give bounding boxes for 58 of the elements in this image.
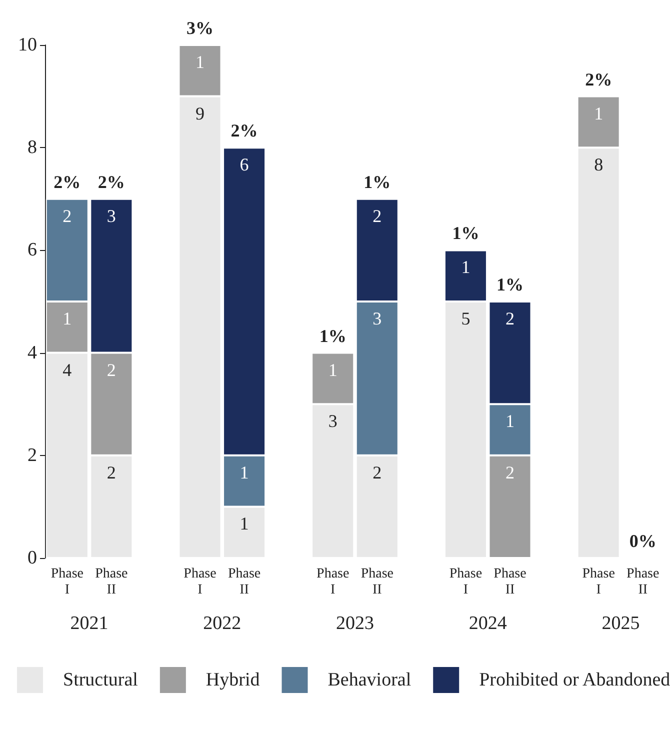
- data-label: 4: [62, 360, 72, 380]
- annotation: 0%: [629, 531, 656, 551]
- data-label: 1: [328, 360, 338, 380]
- data-label: 2: [372, 462, 382, 482]
- data-label: 3: [106, 206, 116, 226]
- data-label: 6: [240, 154, 249, 175]
- text: 2023: [336, 613, 374, 634]
- x-tick-label: Phase I: [184, 566, 216, 598]
- x-tick-label: Phase II: [95, 566, 128, 598]
- data-label: 2: [506, 308, 514, 328]
- data-label: 1: [461, 257, 470, 278]
- data-label: 2: [62, 206, 72, 226]
- data-label: 1: [240, 514, 249, 534]
- x-tick-label: Phase II: [494, 566, 526, 598]
- data-label: 1: [196, 52, 204, 72]
- y-tick-label: 4: [28, 342, 38, 364]
- data-label: 1: [594, 103, 604, 124]
- legend-label: Hybrid: [206, 670, 260, 690]
- text: 3%: [186, 18, 214, 38]
- y-tick-label: 0: [28, 548, 37, 568]
- legend-label: Prohibited or Abandoned: [479, 670, 670, 690]
- data-label: 3: [328, 411, 338, 432]
- data-label: 2: [506, 462, 514, 482]
- annotation: 2%: [98, 172, 125, 192]
- x-tick-label: Phase II: [228, 566, 261, 598]
- data-label: 2: [106, 360, 116, 380]
- y-tick-label: 8: [28, 137, 37, 158]
- x-tick-label: Phase I: [449, 566, 482, 598]
- x-tick-label: Phase I: [316, 566, 350, 598]
- annotation: 1%: [364, 172, 391, 192]
- y-tick-label: 6: [28, 240, 37, 261]
- x-tick-label: Phase II: [626, 566, 660, 598]
- data-label: 3: [372, 308, 382, 328]
- data-label: 9: [196, 103, 204, 124]
- data-label: 2: [106, 462, 116, 482]
- text: 2021: [70, 613, 108, 634]
- text: 2025: [602, 613, 640, 634]
- data-label: 2: [372, 206, 382, 226]
- annotation: 2%: [230, 120, 258, 141]
- x-tick-label: Phase II: [360, 566, 394, 598]
- legend-label: Behavioral: [328, 670, 412, 690]
- text: 2024: [468, 613, 508, 634]
- legend-label: Structural: [63, 670, 138, 690]
- data-label: 1: [62, 308, 72, 328]
- y-tick-label: 10: [18, 34, 37, 56]
- y-tick-label: 2: [28, 444, 37, 466]
- x-tick-label: Phase I: [50, 566, 84, 598]
- data-label: 1: [506, 411, 514, 432]
- annotation: 1%: [452, 223, 480, 244]
- annotation: 1%: [319, 326, 346, 346]
- text: 2022: [203, 613, 242, 634]
- annotation: 2%: [585, 69, 612, 90]
- annotation: 2%: [54, 172, 81, 192]
- data-label: 5: [461, 308, 470, 328]
- annotation: 1%: [496, 274, 524, 294]
- data-label: 1: [240, 462, 249, 482]
- x-tick-label: Phase I: [582, 566, 615, 598]
- data-label: 8: [594, 154, 604, 175]
